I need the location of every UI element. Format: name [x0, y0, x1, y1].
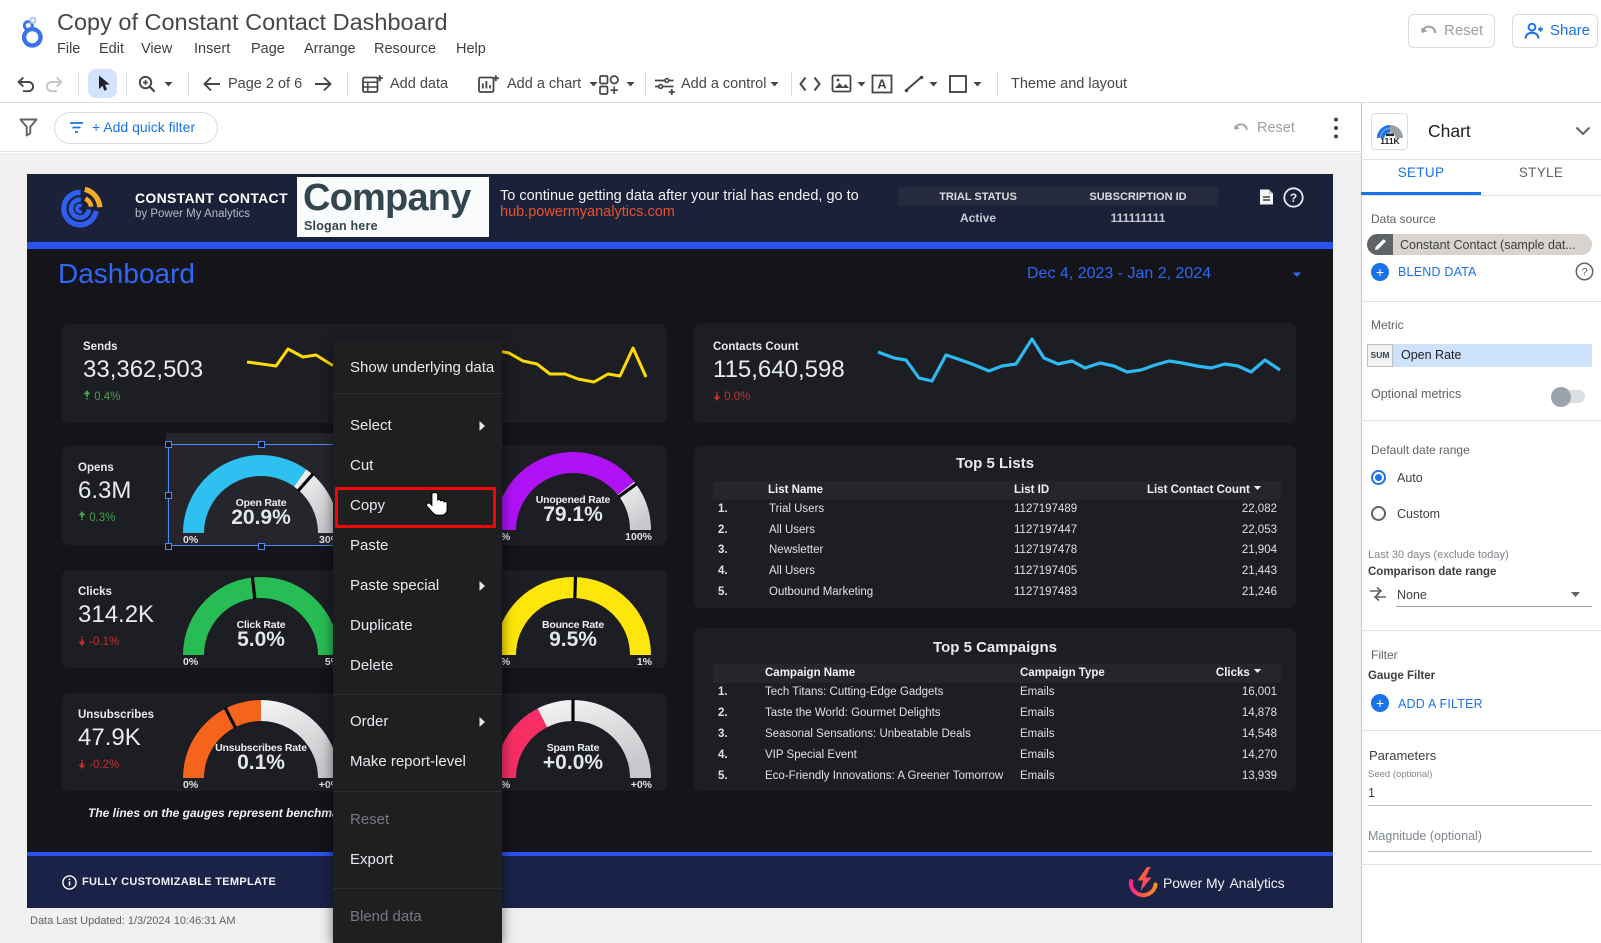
svg-text:A: A: [877, 77, 887, 92]
svg-text:111K: 111K: [1380, 136, 1400, 146]
svg-text:?: ?: [1581, 267, 1587, 279]
svg-text:?: ?: [1290, 191, 1297, 205]
